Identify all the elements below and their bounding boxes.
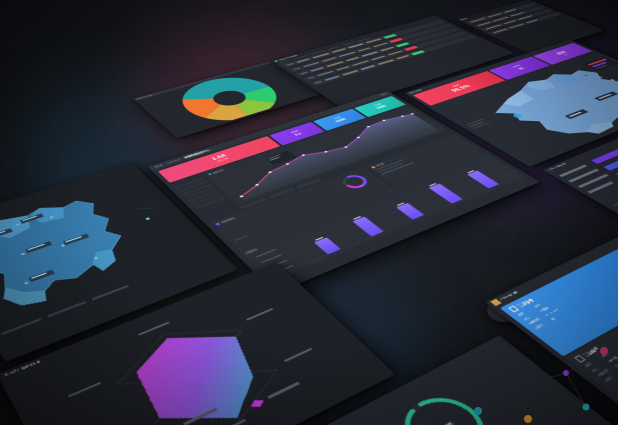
table-body [460,1,566,37]
donut-icon [214,221,221,225]
kpi-value: 31 [517,66,526,70]
status-badge [410,49,425,55]
donut-percent: 94.39% [433,419,456,425]
legend-dot-icon [207,172,212,175]
task-card-highlighted[interactable]: 订单编号 类型 状态 创建时间 负责人 普通 处理中 2019-08-23 [499,212,618,356]
donut-item[interactable]: 91.33% 已达标 质量合格率 [495,408,618,425]
kpi-label: 总量 [563,53,569,56]
subpanel-title: 完成率统计 [220,216,237,224]
